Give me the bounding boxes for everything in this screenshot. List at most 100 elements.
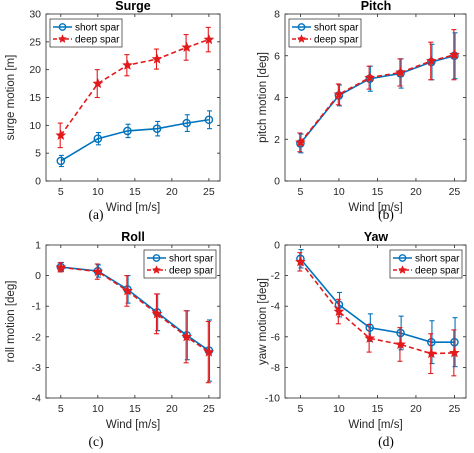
- panel-title: Roll: [121, 230, 145, 244]
- y-tick-label: 2: [274, 134, 280, 146]
- legend-marker: [297, 23, 306, 31]
- legend-label: deep spar: [169, 266, 214, 277]
- x-tick-label: 15: [129, 186, 141, 198]
- data-point: [55, 129, 67, 140]
- legend-marker: [152, 254, 161, 262]
- y-tick-label: -6: [271, 331, 280, 343]
- series-deep-spar: [55, 261, 215, 384]
- data-point: [93, 134, 103, 143]
- data-point: [333, 305, 345, 317]
- data-point: [449, 347, 460, 358]
- y-axis-label: pitch motion [deg]: [257, 52, 269, 143]
- y-tick-label: -3: [32, 362, 41, 374]
- data-point: [204, 115, 214, 125]
- x-tick-label: 20: [166, 403, 178, 415]
- y-tick-label: -1: [32, 301, 41, 313]
- series-line: [60, 266, 210, 353]
- y-tick-label: 10: [29, 120, 41, 132]
- data-point: [396, 328, 405, 338]
- y-tick-label: 0: [274, 176, 280, 188]
- y-tick-label: 20: [29, 64, 41, 76]
- y-tick-label: 15: [29, 92, 41, 104]
- y-tick-label: 30: [29, 9, 41, 21]
- data-point: [426, 348, 437, 359]
- x-tick-label: 20: [410, 186, 422, 198]
- data-point: [122, 59, 133, 70]
- data-point: [364, 332, 376, 343]
- legend-label: short spar: [169, 254, 214, 265]
- y-tick-label: 4: [274, 92, 280, 104]
- x-tick-label: 25: [203, 403, 215, 415]
- x-tick-label: 25: [449, 186, 461, 198]
- x-tick-label: 20: [410, 403, 422, 415]
- y-tick-label: 0: [35, 176, 41, 188]
- y-tick-label: -2: [32, 331, 41, 343]
- x-tick-label: 20: [166, 186, 178, 198]
- y-tick-label: 0: [35, 270, 41, 282]
- data-point: [181, 41, 192, 52]
- legend-label: deep spar: [314, 35, 359, 46]
- panel-roll: 5 10 15 20 25 -4 -3 -2 -1 0 1 Roll Wind [m/s] roll mo…: [5, 230, 221, 449]
- legend-marker: [397, 265, 408, 274]
- series-line: [299, 261, 455, 355]
- y-axis-label: surge motion [m]: [5, 55, 17, 141]
- data-point: [182, 118, 191, 128]
- x-tick-label: 10: [92, 186, 104, 198]
- x-tick-label: 5: [297, 403, 303, 415]
- data-point: [92, 77, 104, 89]
- legend-label: short spar: [314, 23, 359, 34]
- y-tick-label: 8: [274, 9, 280, 21]
- data-point: [56, 156, 66, 166]
- y-tick-label: 5: [35, 148, 41, 160]
- panel-caption: (a): [89, 207, 104, 222]
- x-tick-label: 5: [297, 186, 303, 198]
- y-tick-label: -10: [265, 393, 280, 405]
- data-point: [427, 337, 436, 347]
- series-deep-spar: [295, 29, 460, 153]
- legend-label: deep spar: [415, 266, 460, 277]
- series-line: [60, 266, 210, 352]
- x-axis-label: Wind [m/s]: [348, 419, 402, 431]
- x-tick-label: 25: [449, 403, 461, 415]
- data-point: [395, 338, 406, 349]
- legend-marker: [296, 34, 307, 43]
- panel-surge: 5 10 15 20 25 0 5 10 15 20 25 30 Surge Wind [m/s] surg…: [5, 0, 221, 222]
- panel-caption: (c): [89, 434, 104, 449]
- legend-label: short spar: [75, 23, 120, 34]
- legend-marker: [58, 23, 67, 31]
- legend-marker: [57, 34, 68, 43]
- x-tick-label: 10: [92, 403, 104, 415]
- legend-marker: [151, 265, 162, 274]
- y-tick-label: 6: [274, 50, 280, 62]
- data-point: [295, 256, 306, 267]
- data-point: [151, 53, 163, 64]
- data-point: [152, 124, 162, 133]
- data-point: [203, 34, 215, 45]
- data-point: [122, 285, 133, 296]
- data-point: [55, 261, 67, 272]
- x-tick-label: 10: [333, 403, 345, 415]
- x-tick-label: 5: [58, 403, 64, 415]
- x-tick-label: 10: [333, 186, 345, 198]
- x-tick-label: 15: [372, 403, 384, 415]
- x-axis-label: Wind [m/s]: [106, 419, 160, 431]
- panel-title: Pitch: [361, 0, 392, 13]
- y-tick-label: -4: [271, 301, 280, 313]
- x-tick-label: 25: [203, 186, 215, 198]
- legend-marker: [398, 254, 407, 262]
- y-tick-label: -4: [32, 393, 41, 405]
- x-tick-label: 15: [372, 186, 384, 198]
- x-tick-label: 15: [129, 403, 141, 415]
- y-tick-label: 25: [29, 36, 41, 48]
- data-point: [395, 66, 406, 77]
- y-tick-label: -2: [271, 270, 280, 282]
- series-short-spar: [56, 110, 214, 168]
- y-tick-label: 0: [274, 240, 280, 252]
- data-point: [450, 337, 459, 347]
- data-point: [426, 55, 437, 66]
- data-point: [203, 346, 215, 357]
- x-axis-label: Wind [m/s]: [106, 202, 160, 214]
